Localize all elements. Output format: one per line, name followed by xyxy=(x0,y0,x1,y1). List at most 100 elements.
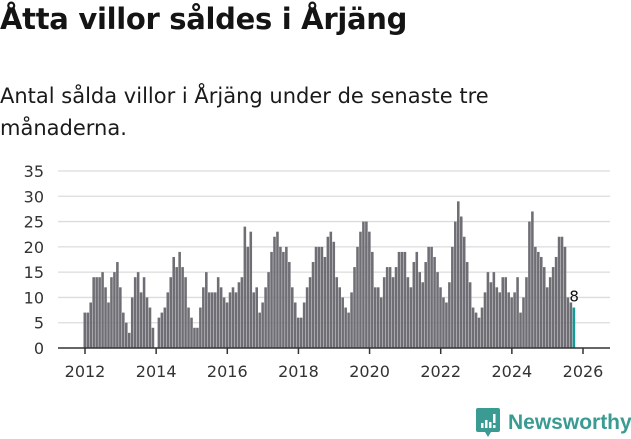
bar xyxy=(335,277,339,348)
bar xyxy=(133,277,137,348)
bar xyxy=(492,272,496,348)
bar xyxy=(273,236,276,348)
x-tick-label: 2014 xyxy=(136,362,177,381)
y-tick-label: 10 xyxy=(24,288,44,307)
bar xyxy=(480,307,484,348)
bar xyxy=(139,292,143,348)
bar xyxy=(308,277,312,348)
y-tick-label: 5 xyxy=(34,314,44,333)
bar xyxy=(145,297,149,348)
bar xyxy=(288,262,291,348)
bar xyxy=(454,221,457,348)
bar xyxy=(439,287,442,348)
y-tick-label: 35 xyxy=(24,162,44,181)
bar xyxy=(130,297,134,348)
bar xyxy=(371,251,374,348)
bar xyxy=(338,287,341,348)
bar xyxy=(376,287,380,348)
bar xyxy=(394,267,398,348)
bar xyxy=(465,262,469,348)
bar xyxy=(489,282,493,348)
bar xyxy=(231,287,235,348)
bar xyxy=(240,277,244,348)
bar xyxy=(148,307,152,348)
bar xyxy=(350,292,353,348)
y-tick-label: 15 xyxy=(24,263,44,282)
bar xyxy=(95,277,98,348)
bar xyxy=(400,251,404,348)
bar xyxy=(89,302,92,348)
bar xyxy=(510,297,513,348)
bar xyxy=(311,262,315,348)
bar xyxy=(205,272,208,348)
bar-chart-speech-bubble-icon xyxy=(476,408,500,437)
bar xyxy=(110,277,113,348)
bar xyxy=(471,307,475,348)
bar xyxy=(566,297,570,348)
bar xyxy=(374,287,377,348)
x-tick-label: 2016 xyxy=(207,362,248,381)
bar xyxy=(98,277,101,348)
bar xyxy=(385,267,389,348)
bar xyxy=(412,262,416,348)
bar xyxy=(252,292,256,348)
bar xyxy=(563,246,567,348)
bar xyxy=(477,317,481,348)
bar xyxy=(299,317,303,348)
bar xyxy=(116,262,119,348)
bar xyxy=(172,256,175,348)
bar xyxy=(445,302,448,348)
bar xyxy=(255,287,258,348)
bar xyxy=(525,277,528,348)
bar xyxy=(196,327,199,348)
bar xyxy=(551,267,555,348)
bar xyxy=(234,292,238,348)
bar xyxy=(166,292,170,348)
bar xyxy=(513,292,516,348)
bar xyxy=(210,292,214,348)
bar xyxy=(498,292,502,348)
bar xyxy=(276,231,279,348)
bar xyxy=(406,277,410,348)
bar xyxy=(113,272,116,348)
bar xyxy=(282,251,285,348)
bar xyxy=(516,277,519,348)
bar xyxy=(142,277,146,348)
bar xyxy=(468,282,472,348)
bar xyxy=(157,317,161,348)
bar xyxy=(314,246,318,348)
bar xyxy=(522,297,525,348)
bar xyxy=(534,246,537,348)
bar xyxy=(359,231,362,348)
bar xyxy=(430,246,433,348)
bar xyxy=(424,262,427,348)
bar xyxy=(243,226,247,348)
bar xyxy=(323,256,327,348)
bar xyxy=(136,272,140,348)
bar xyxy=(519,312,522,348)
bar xyxy=(474,312,478,348)
bar xyxy=(279,246,282,348)
bar xyxy=(246,246,250,348)
bar xyxy=(353,267,356,348)
bar xyxy=(528,221,531,348)
bar xyxy=(495,287,499,348)
bar xyxy=(261,302,264,348)
bar xyxy=(237,282,241,348)
bar xyxy=(545,287,549,348)
bar xyxy=(418,272,422,348)
bar xyxy=(548,277,552,348)
bar xyxy=(531,211,534,348)
bar xyxy=(436,272,439,348)
bar xyxy=(397,251,401,348)
bar xyxy=(151,327,155,348)
bar xyxy=(92,277,95,348)
y-axis-ticks: 0 5 10 15 20 25 30 35 xyxy=(24,162,44,358)
bar xyxy=(451,246,454,348)
bar xyxy=(291,287,294,348)
bar xyxy=(388,267,392,348)
y-tick-label: 20 xyxy=(24,238,44,257)
bar xyxy=(285,246,288,348)
chart-subtitle: Antal sålda villor i Årjäng under de sen… xyxy=(0,84,489,140)
bar xyxy=(267,272,270,348)
